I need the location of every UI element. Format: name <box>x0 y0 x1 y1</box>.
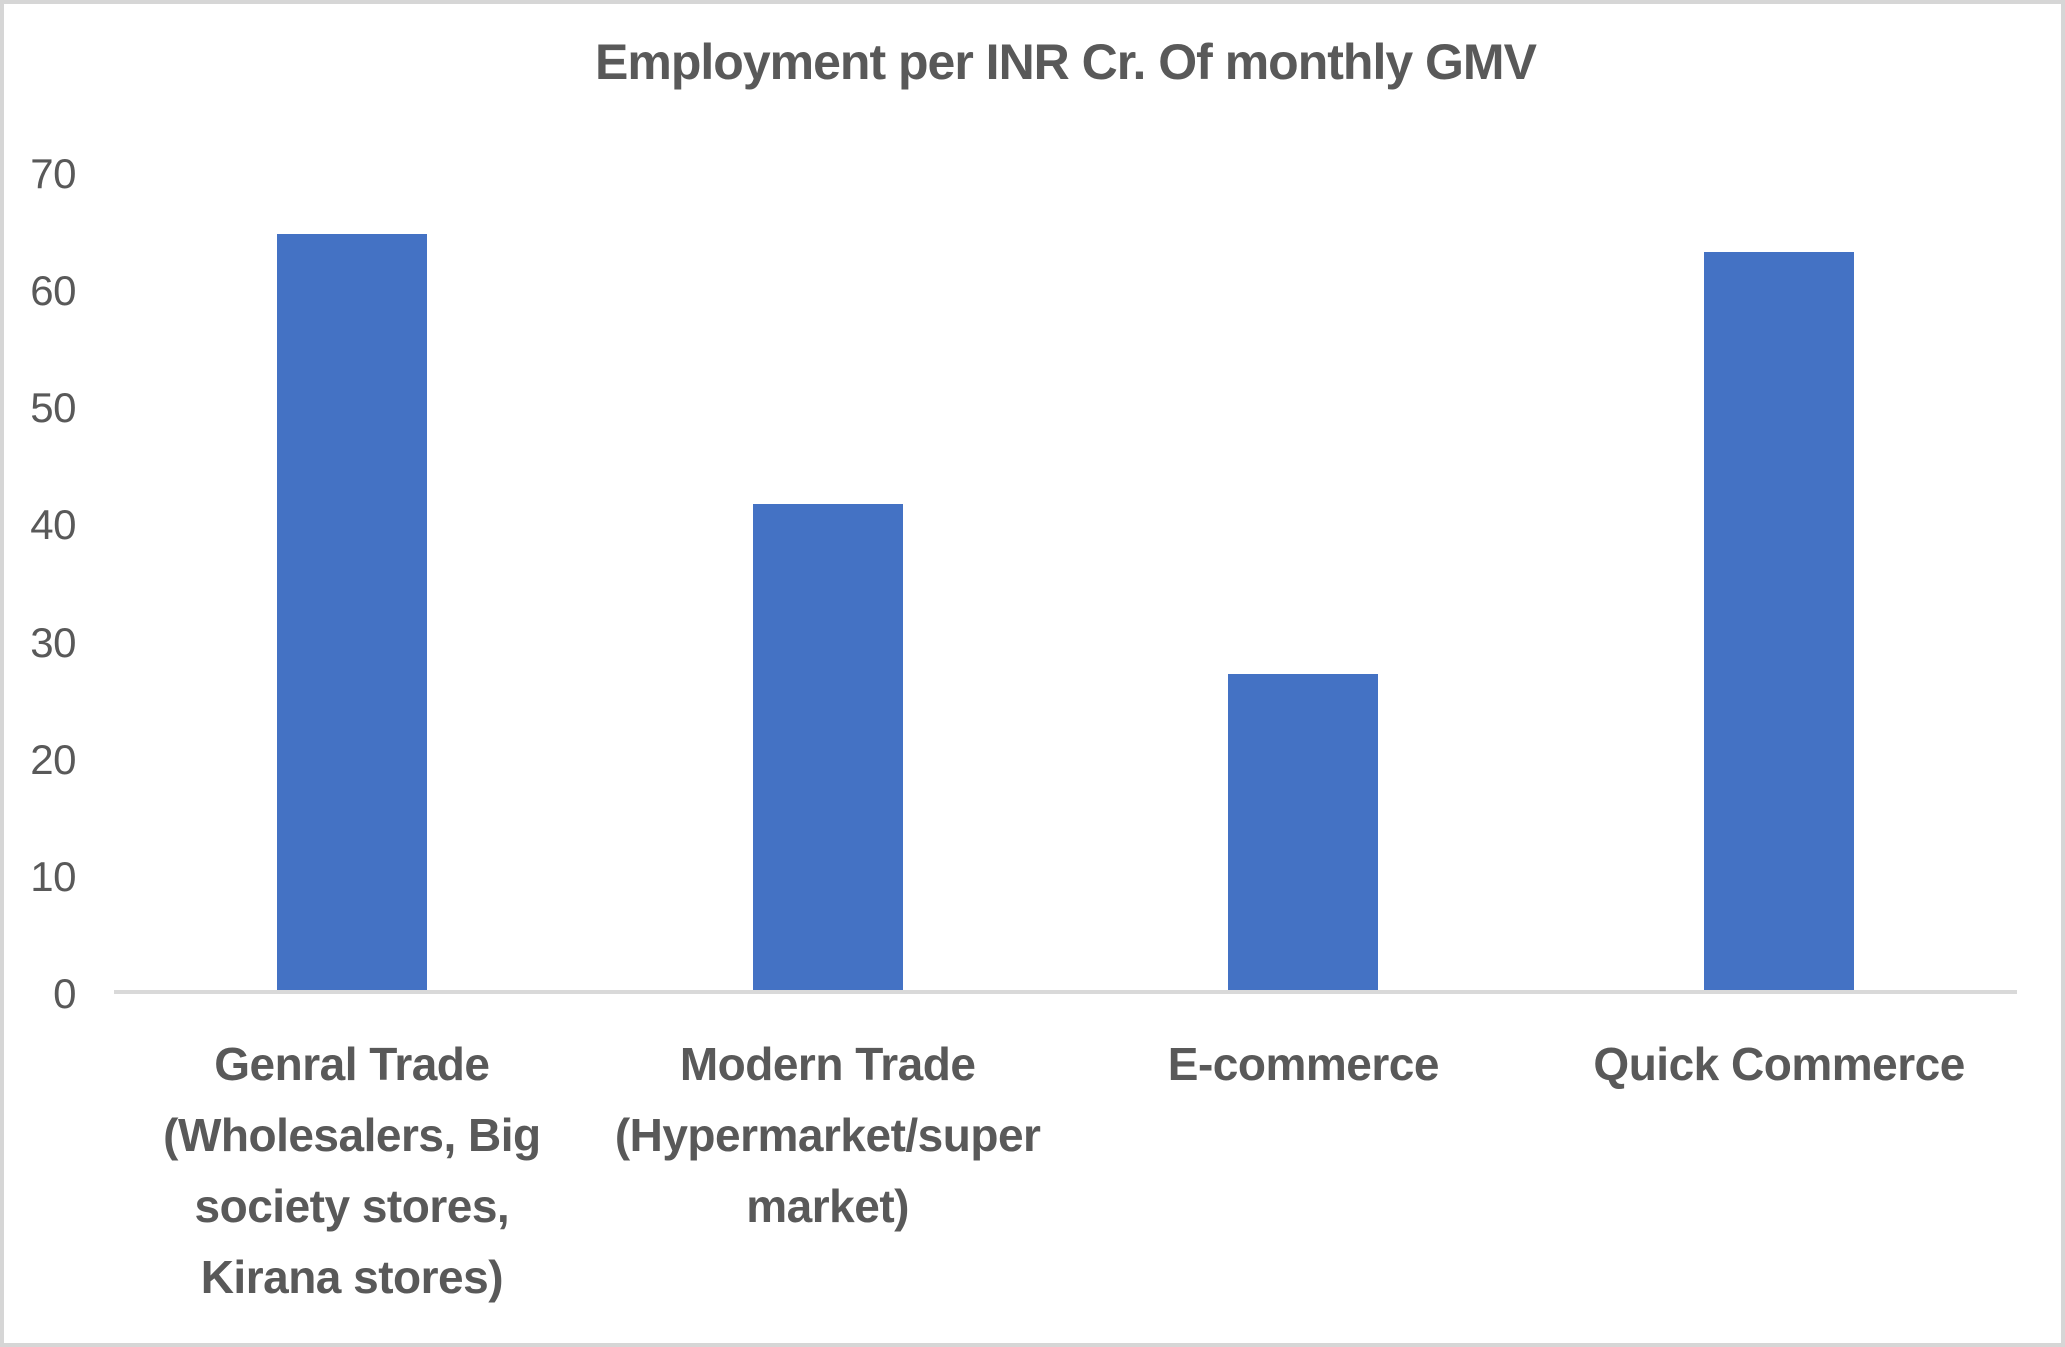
x-axis: Genral Trade (Wholesalers, Big society s… <box>114 1029 2017 1313</box>
y-tick-label: 10 <box>30 852 76 900</box>
bar-e-commerce <box>1228 673 1379 990</box>
y-axis: 0 10 20 30 40 50 60 70 <box>4 150 76 1017</box>
bar-modern-trade-hypermarket-super <box>752 503 903 990</box>
y-tick-label: 30 <box>30 618 76 666</box>
category-label: Genral Trade (Wholesalers, Big society s… <box>163 1038 541 1303</box>
category-label: Quick Commerce <box>1593 1038 1965 1090</box>
bar-quick-commerce <box>1704 252 1855 990</box>
y-tick-label: 60 <box>30 267 76 315</box>
y-tick-label: 50 <box>30 384 76 432</box>
y-tick-label: 0 <box>53 970 76 1017</box>
y-tick-label: 40 <box>30 501 76 549</box>
bar-genral-trade-wholesalers-big-s <box>276 234 427 990</box>
y-tick-label: 20 <box>30 735 76 783</box>
y-tick-label: 70 <box>30 150 76 197</box>
bar-slot <box>1541 174 2017 990</box>
bar-slot <box>590 174 1066 990</box>
bar-slot <box>1066 174 1542 990</box>
chart-title: Employment per INR Cr. Of monthly GMV <box>595 34 1537 90</box>
category-label: Modern Trade (Hypermarket/super market) <box>614 1038 1041 1232</box>
category-label: E-commerce <box>1167 1038 1440 1090</box>
bar-slot <box>114 174 590 990</box>
plot-area <box>114 174 2017 994</box>
